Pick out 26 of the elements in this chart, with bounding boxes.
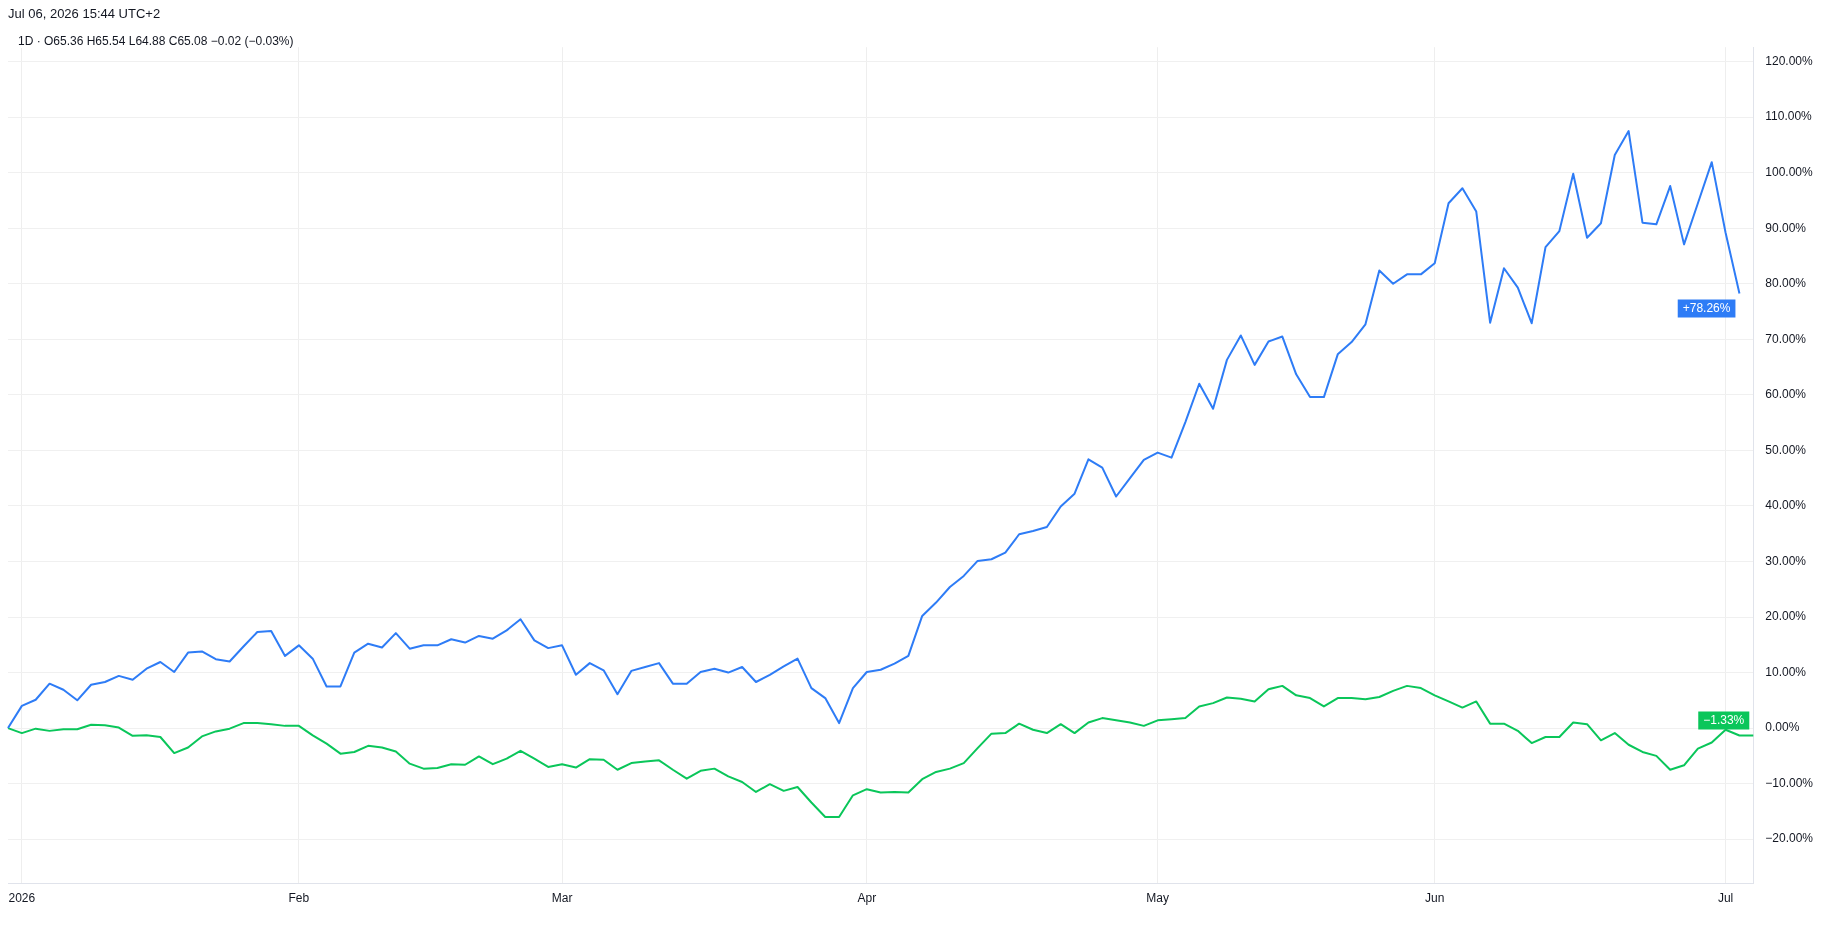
- text: Jul 06, 2026 15:44 UTC+2: [8, 5, 162, 23]
- y-tick-label: −20.00%: [1765, 831, 1814, 846]
- x-tick-label: Mar: [551, 891, 573, 906]
- x-tick-label: 2026: [8, 891, 36, 906]
- y-tick-label: 70.00%: [1765, 331, 1807, 346]
- y-tick-label: 50.00%: [1765, 442, 1807, 457]
- y-tick-label: 110.00%: [1765, 109, 1813, 124]
- y-tick-label: 120.00%: [1765, 53, 1813, 68]
- data-label: −1.33%: [1703, 712, 1745, 727]
- y-tick-label: 20.00%: [1765, 609, 1807, 624]
- chart-title: 1D · O65.36 H65.54 L64.88 C65.08 −0.02 (−0.03%): [18, 34, 294, 48]
- x-tick-label: Jun: [1425, 891, 1445, 906]
- y-tick-label: 10.00%: [1765, 664, 1807, 679]
- x-tick-label: Apr: [857, 891, 877, 906]
- y-tick-label: 90.00%: [1765, 220, 1807, 235]
- y-tick-label: 40.00%: [1765, 498, 1807, 513]
- y-tick-label: 60.00%: [1765, 387, 1807, 402]
- x-tick-label: Feb: [288, 891, 310, 906]
- y-tick-label: 80.00%: [1765, 276, 1807, 291]
- y-tick-label: 100.00%: [1765, 165, 1813, 180]
- data-label: +78.26%: [1682, 300, 1731, 315]
- y-tick-label: −10.00%: [1765, 775, 1814, 790]
- y-tick-label: 0.00%: [1765, 720, 1800, 735]
- y-tick-label: 30.00%: [1765, 553, 1807, 568]
- x-tick-label: Jul: [1717, 891, 1734, 906]
- x-tick-label: May: [1146, 891, 1170, 906]
